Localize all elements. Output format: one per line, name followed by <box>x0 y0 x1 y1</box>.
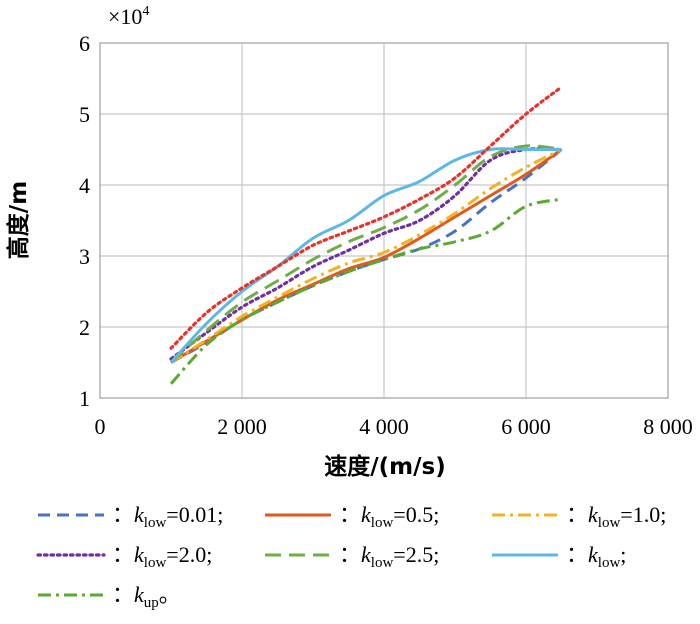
legend-item-kup: ：kup。 <box>38 582 181 611</box>
x-tick-label: 6 000 <box>501 414 551 439</box>
legend-label: ：klow=0.5; <box>339 502 439 531</box>
legend-label: ：klow=2.0; <box>112 542 212 571</box>
plot-frame <box>99 42 669 399</box>
legend-item-klow_25: ：klow=2.5; <box>265 542 439 571</box>
legend-item-klow_05: ：klow=0.5; <box>265 502 439 531</box>
x-tick-label: 2 000 <box>217 414 267 439</box>
y-tick-labels: 1 2 3 4 5 6 <box>79 31 90 411</box>
x-tick-label: 8 000 <box>643 414 693 439</box>
y-multiplier-base: ×10 <box>108 4 142 29</box>
legend-label: ：klow=1.0; <box>566 502 666 531</box>
y-tick-label: 3 <box>79 244 90 269</box>
legend-label: ：klow; <box>566 542 626 571</box>
legend: ：klow=0.01; ：klow=0.5; ：klow=1.0; ：klow=2.0… <box>36 502 666 611</box>
x-axis-title: 速度/(m/s) <box>324 453 445 480</box>
legend-item-klow_20: ：klow=2.0; <box>36 542 212 571</box>
legend-item-klow: ：klow; <box>492 542 626 571</box>
series-line-klow_25 <box>169 144 562 364</box>
y-axis-title: 高度/m <box>5 181 32 259</box>
y-multiplier: ×104 <box>108 4 149 29</box>
x-tick-label: 4 000 <box>359 414 409 439</box>
series-line-kup <box>169 197 562 385</box>
plot-border <box>99 42 669 399</box>
legend-item-klow_10: ：klow=1.0; <box>492 502 666 531</box>
legend-label: ：klow=0.01; <box>112 502 223 531</box>
legend-label: ：klow=2.5; <box>339 542 439 571</box>
y-tick-label: 6 <box>79 31 90 56</box>
series-line-klow <box>169 147 562 364</box>
series-line-klow_20 <box>169 147 564 361</box>
y-tick-label: 5 <box>79 102 90 127</box>
legend-label: ：kup。 <box>112 582 181 611</box>
x-tick-labels: 0 2 000 4 000 6 000 8 000 <box>95 414 693 439</box>
series-line-klow_10 <box>170 148 563 364</box>
y-tick-label: 4 <box>79 173 90 198</box>
series-line-kup_red <box>169 85 564 350</box>
legend-item-klow_001: ：klow=0.01; <box>38 502 223 531</box>
series-lines <box>169 85 564 385</box>
y-tick-label: 2 <box>79 315 90 340</box>
y-tick-label: 1 <box>79 386 90 411</box>
y-multiplier-exp: 4 <box>142 4 149 19</box>
series-line-klow_05 <box>170 148 563 364</box>
x-tick-label: 0 <box>95 414 106 439</box>
